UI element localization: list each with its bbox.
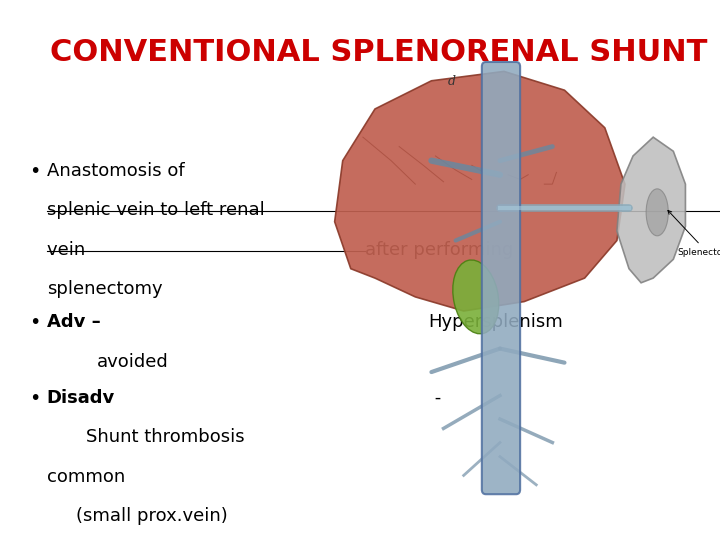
Text: avoided: avoided	[97, 353, 169, 370]
Text: •: •	[29, 313, 40, 332]
Text: vein: vein	[47, 241, 91, 259]
Polygon shape	[335, 71, 625, 311]
Text: Splenectomy: Splenectomy	[668, 211, 720, 256]
Text: •: •	[29, 162, 40, 181]
Text: Disadv: Disadv	[47, 389, 115, 407]
Polygon shape	[617, 137, 685, 283]
Text: (small prox.vein): (small prox.vein)	[76, 507, 228, 525]
Text: -: -	[428, 389, 441, 407]
Text: splenic vein to left renal: splenic vein to left renal	[47, 201, 264, 219]
Text: Anastomosis of: Anastomosis of	[47, 162, 190, 180]
Text: Shunt thrombosis: Shunt thrombosis	[86, 428, 245, 446]
Ellipse shape	[646, 189, 668, 236]
FancyBboxPatch shape	[482, 62, 520, 494]
Text: CONVENTIONAL SPLENORENAL SHUNT: CONVENTIONAL SPLENORENAL SHUNT	[50, 38, 708, 67]
Text: Adv –: Adv –	[47, 313, 107, 331]
Text: common: common	[47, 468, 125, 485]
Text: •: •	[29, 389, 40, 408]
Text: Hypersplenism: Hypersplenism	[428, 313, 564, 331]
Ellipse shape	[453, 260, 499, 334]
Text: after performing: after performing	[365, 241, 513, 259]
Text: d: d	[448, 76, 456, 89]
Text: splenectomy: splenectomy	[47, 280, 163, 298]
